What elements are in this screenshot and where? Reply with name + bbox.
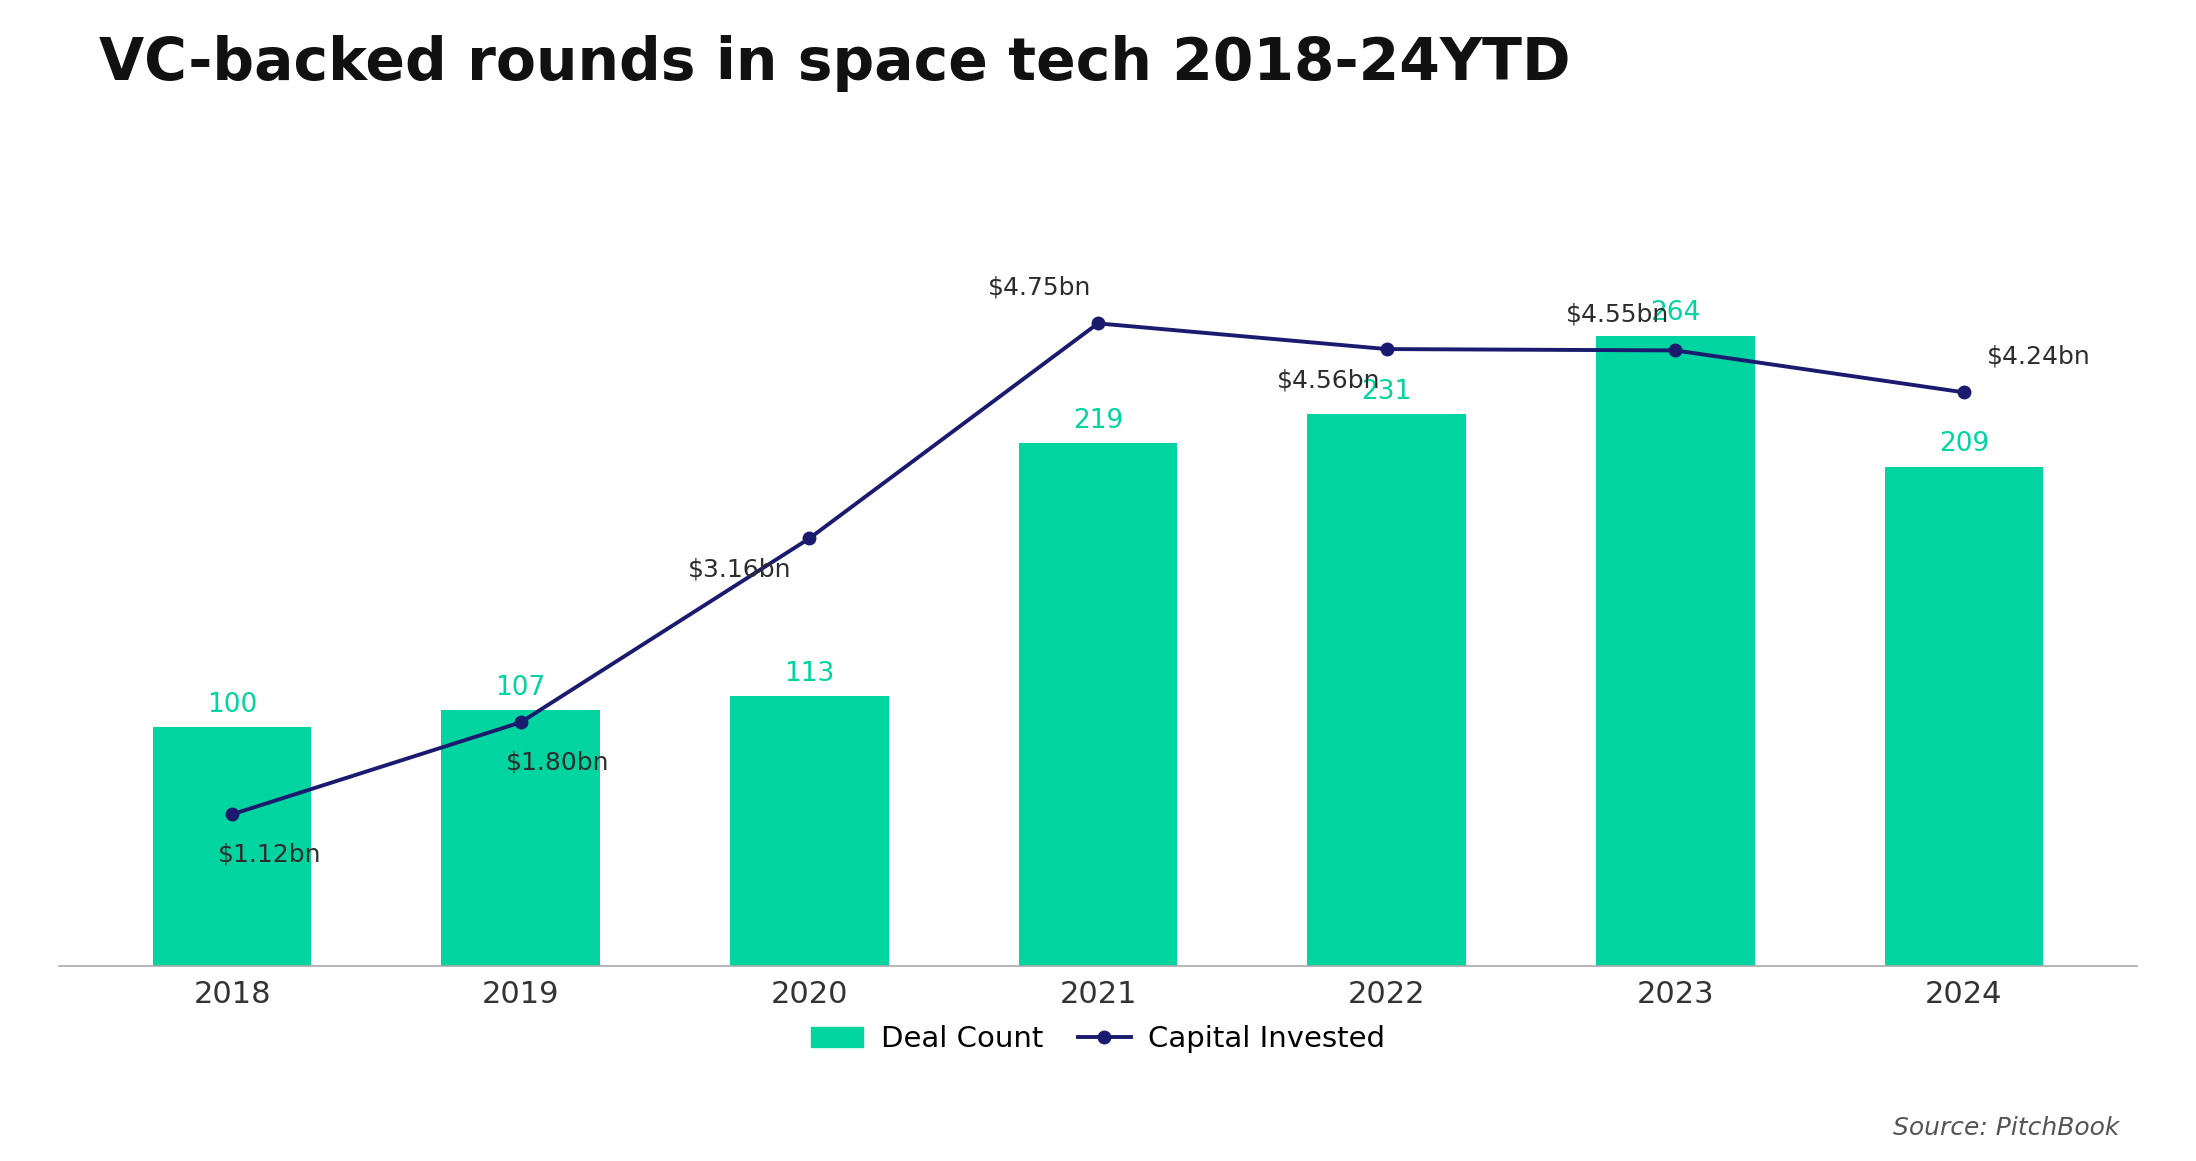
Text: $3.16bn: $3.16bn: [687, 557, 791, 582]
Bar: [1884, 467, 2042, 966]
Bar: [1019, 444, 1177, 966]
Text: 209: 209: [1939, 432, 1990, 457]
Text: 264: 264: [1649, 301, 1700, 326]
Text: 231: 231: [1362, 378, 1412, 405]
Text: 107: 107: [496, 675, 547, 701]
Text: $4.24bn: $4.24bn: [1987, 345, 2091, 368]
Text: 113: 113: [784, 661, 834, 686]
Text: $4.55bn: $4.55bn: [1566, 303, 1669, 326]
Legend: Deal Count, Capital Invested: Deal Count, Capital Invested: [799, 1014, 1397, 1065]
Text: $1.80bn: $1.80bn: [507, 751, 610, 774]
Text: $4.75bn: $4.75bn: [988, 275, 1091, 300]
Bar: [1307, 414, 1467, 966]
Text: Source: PitchBook: Source: PitchBook: [1893, 1116, 2119, 1140]
Text: 219: 219: [1074, 408, 1122, 433]
Bar: [154, 727, 312, 966]
Bar: [441, 711, 600, 966]
Bar: [1596, 336, 1755, 966]
Text: VC-backed rounds in space tech 2018-24YTD: VC-backed rounds in space tech 2018-24YT…: [99, 35, 1570, 92]
Text: $4.56bn: $4.56bn: [1276, 368, 1381, 392]
Bar: [729, 697, 889, 966]
Text: $1.12bn: $1.12bn: [217, 843, 321, 867]
Text: 100: 100: [206, 692, 257, 717]
